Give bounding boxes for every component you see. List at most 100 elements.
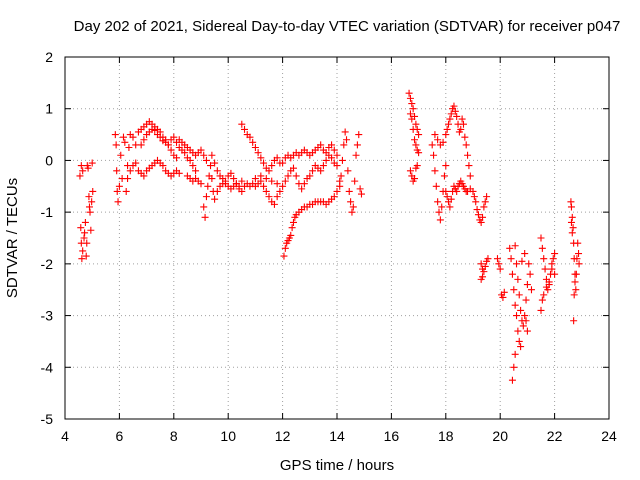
data-point (450, 102, 458, 110)
data-point (328, 154, 336, 162)
data-point (406, 167, 414, 175)
x-tick-label: 12 (275, 428, 291, 444)
data-point (268, 177, 276, 185)
data-point (111, 131, 119, 139)
data-point (540, 291, 548, 299)
data-point (574, 239, 582, 247)
data-point (186, 156, 194, 164)
data-point (281, 244, 289, 252)
data-point (527, 286, 535, 294)
data-point (442, 131, 450, 139)
x-tick-label: 22 (547, 428, 563, 444)
data-point (122, 187, 130, 195)
data-point (287, 231, 295, 239)
data-point (436, 216, 444, 224)
data-point (443, 125, 451, 133)
data-point (117, 151, 125, 159)
data-point (132, 159, 140, 167)
data-point (227, 169, 235, 177)
data-point (82, 252, 90, 260)
data-point (538, 296, 546, 304)
data-point (189, 162, 197, 170)
data-point (181, 149, 189, 157)
data-point (333, 151, 341, 159)
data-point (137, 141, 145, 149)
data-point (523, 281, 531, 289)
data-point (140, 172, 148, 180)
data-point (88, 198, 96, 206)
data-point (458, 115, 466, 123)
chart-title: Day 202 of 2021, Sidereal Day-to-day VTE… (74, 18, 621, 35)
data-point (545, 278, 553, 286)
data-point (230, 175, 238, 183)
data-point (76, 172, 84, 180)
y-tick-label: -4 (41, 359, 54, 375)
data-point (81, 229, 89, 237)
data-point (333, 162, 341, 170)
data-point (479, 273, 487, 281)
data-point (572, 286, 580, 294)
data-point (480, 268, 488, 276)
data-point (522, 317, 530, 325)
data-point (260, 159, 268, 167)
data-point (446, 115, 454, 123)
data-point (265, 193, 273, 201)
data-point (192, 167, 200, 175)
data-point (573, 255, 581, 263)
data-point (83, 239, 91, 247)
x-tick-label: 18 (438, 428, 454, 444)
data-point (78, 255, 86, 263)
data-point (537, 234, 545, 242)
data-point (300, 180, 308, 188)
data-point (495, 260, 503, 268)
data-point (522, 296, 530, 304)
data-point (257, 154, 265, 162)
data-point (200, 151, 208, 159)
data-point (428, 141, 436, 149)
data-point (551, 270, 559, 278)
data-point (276, 187, 284, 195)
data-point (477, 260, 485, 268)
data-point (525, 260, 533, 268)
data-point (246, 133, 254, 141)
data-point (548, 265, 556, 273)
data-point (549, 255, 557, 263)
x-tick-labels: 4 6 8 10 12 14 16 18 20 22 24 (61, 428, 617, 444)
data-point (571, 278, 579, 286)
data-point (341, 128, 349, 136)
data-point (457, 125, 465, 133)
data-point (499, 293, 507, 301)
data-point (453, 112, 461, 120)
data-point (408, 115, 416, 123)
data-point (213, 167, 221, 175)
data-point (353, 141, 361, 149)
data-point (77, 224, 85, 232)
data-point (201, 213, 209, 221)
x-tick-label: 14 (329, 428, 345, 444)
data-point (238, 120, 246, 128)
data-point (411, 136, 419, 144)
data-point (521, 250, 529, 258)
data-point (506, 244, 514, 252)
data-point (336, 182, 344, 190)
data-point (523, 327, 531, 335)
data-point (447, 195, 455, 203)
data-point (79, 247, 87, 255)
data-point (207, 162, 215, 170)
data-point (551, 250, 559, 258)
data-point (208, 151, 216, 159)
data-point (289, 218, 297, 226)
data-point (352, 151, 360, 159)
data-point (337, 172, 345, 180)
data-point (288, 224, 296, 232)
data-point (526, 270, 534, 278)
y-tick-labels: -5 -4 -3 -2 -1 0 1 2 (41, 49, 54, 427)
data-point (270, 200, 278, 208)
data-point (572, 270, 580, 278)
data-point (438, 203, 446, 211)
data-point (507, 255, 515, 263)
data-point (568, 213, 576, 221)
x-tick-label: 8 (170, 428, 178, 444)
data-point (521, 312, 529, 320)
